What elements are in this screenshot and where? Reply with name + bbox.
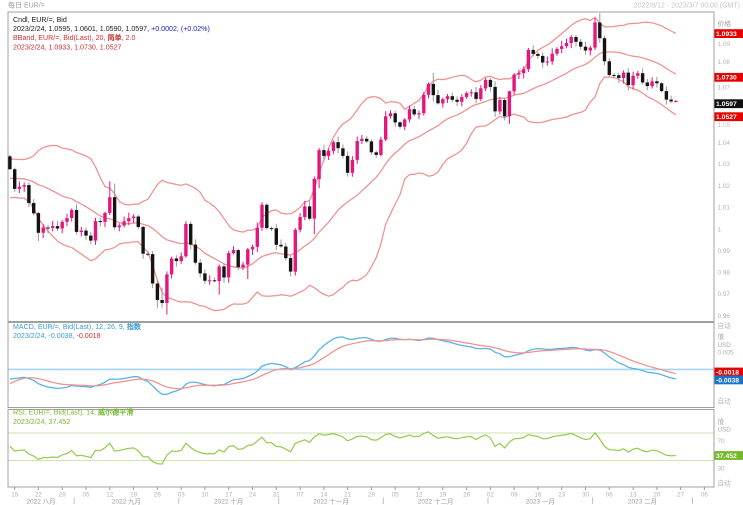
svg-text:0.98: 0.98 (718, 270, 731, 277)
svg-text:1.0597: 1.0597 (716, 101, 737, 108)
svg-text:1.03: 1.03 (718, 161, 731, 168)
svg-text:0.005: 0.005 (718, 350, 734, 357)
svg-text:30: 30 (582, 491, 590, 498)
svg-text:2023/2/24, 37.452: 2023/2/24, 37.452 (13, 418, 70, 426)
svg-text:05: 05 (82, 491, 90, 498)
svg-text:15: 15 (11, 491, 19, 498)
svg-text:值: 值 (718, 332, 725, 341)
svg-text:20: 20 (653, 491, 661, 498)
svg-text:2022 十月: 2022 十月 (214, 496, 243, 505)
svg-text:07: 07 (297, 491, 305, 498)
svg-text:13: 13 (630, 491, 638, 498)
svg-text:12: 12 (106, 491, 114, 498)
svg-text:自动: 自动 (718, 397, 732, 406)
svg-text:0.97: 0.97 (718, 291, 731, 298)
svg-text:1.01: 1.01 (718, 205, 731, 212)
svg-text:19: 19 (130, 491, 138, 498)
svg-text:26: 26 (463, 491, 471, 498)
svg-text:06: 06 (701, 491, 709, 498)
svg-text:价格: 价格 (718, 19, 732, 28)
svg-text:23: 23 (558, 491, 566, 498)
svg-text:1.0730: 1.0730 (716, 75, 737, 82)
svg-text:2022 十一月: 2022 十一月 (313, 496, 349, 505)
svg-text:1.07: 1.07 (718, 85, 731, 92)
svg-text:1.09: 1.09 (718, 41, 731, 48)
svg-text:1.05: 1.05 (718, 122, 731, 129)
svg-text:1: 1 (718, 227, 722, 234)
svg-text:06: 06 (606, 491, 614, 498)
svg-text:1.0933: 1.0933 (716, 31, 737, 38)
svg-text:27: 27 (677, 491, 685, 498)
svg-text:1.08: 1.08 (718, 59, 731, 66)
svg-text:31: 31 (273, 491, 281, 498)
svg-text:-0.0038: -0.0038 (716, 377, 739, 384)
svg-text:2022 八月: 2022 八月 (26, 497, 55, 505)
svg-text:自动: 自动 (718, 478, 732, 487)
svg-text:12: 12 (415, 491, 423, 498)
svg-text:2022 九月: 2022 九月 (112, 496, 141, 505)
svg-text:USD: USD (718, 426, 732, 433)
svg-text:05: 05 (392, 491, 400, 498)
svg-text:-0.0018: -0.0018 (716, 369, 739, 376)
svg-text:26: 26 (154, 491, 162, 498)
svg-text:2023 二月: 2023 二月 (628, 497, 657, 505)
svg-text:16: 16 (534, 491, 542, 498)
svg-text:1.0527: 1.0527 (716, 114, 737, 121)
svg-text:BBand, EUR/=, Bid(Last), 20,: BBand, EUR/=, Bid(Last), 20, 简单, 2.0 (13, 33, 135, 42)
svg-text:19: 19 (439, 491, 447, 498)
svg-text:USD: USD (718, 342, 732, 349)
svg-text:09: 09 (511, 491, 519, 498)
svg-text:2023/2/24, 1.0933, 1.0730, 1.0: 2023/2/24, 1.0933, 1.0730, 1.0527 (13, 43, 122, 51)
svg-text:RSI, EUR/=, Bid(Last), 14, 威尔: RSI, EUR/=, Bid(Last), 14, 威尔德平滑 (13, 408, 133, 417)
svg-text:0.96: 0.96 (718, 313, 731, 320)
svg-text:Cndl, EUR/=, Bid: Cndl, EUR/=, Bid (13, 16, 67, 24)
svg-text:MACD, EUR/=, Bid(Last), 12, 2: MACD, EUR/=, Bid(Last), 12, 26, 9, 指数 (13, 322, 142, 331)
svg-text:17: 17 (225, 491, 233, 498)
svg-text:1.04: 1.04 (718, 140, 731, 147)
svg-text:02: 02 (487, 491, 495, 498)
svg-text:值: 值 (718, 417, 725, 426)
svg-text:0.99: 0.99 (718, 248, 731, 255)
svg-text:22: 22 (35, 491, 43, 498)
svg-text:24: 24 (249, 491, 257, 498)
svg-text:10: 10 (201, 491, 209, 498)
svg-text:03: 03 (178, 491, 186, 498)
svg-text:1.02: 1.02 (718, 183, 731, 190)
svg-text:21: 21 (344, 491, 352, 498)
svg-text:2023/2/24, -0.0038, -0.0018: 2023/2/24, -0.0038, -0.0018 (13, 332, 101, 340)
svg-text:2023/2/24, 1.0595, 1.0601, 1.0: 2023/2/24, 1.0595, 1.0601, 1.0590, 1.059… (13, 25, 210, 33)
svg-text:37.452: 37.452 (716, 453, 737, 460)
svg-text:2022/8/12 - 2023/3/7 00:00 (GM: 2022/8/12 - 2023/3/7 00:00 (GMT) (634, 3, 740, 10)
svg-text:29: 29 (59, 491, 67, 498)
svg-text:70: 70 (718, 438, 726, 445)
svg-text:30: 30 (718, 466, 726, 473)
svg-text:2023 一月: 2023 一月 (526, 497, 555, 505)
svg-text:14: 14 (320, 491, 328, 498)
svg-text:每日 EUR/=: 每日 EUR/= (8, 1, 45, 10)
svg-text:自动: 自动 (718, 321, 732, 330)
svg-text:28: 28 (368, 491, 376, 498)
svg-text:2022 十二月: 2022 十二月 (418, 496, 454, 505)
